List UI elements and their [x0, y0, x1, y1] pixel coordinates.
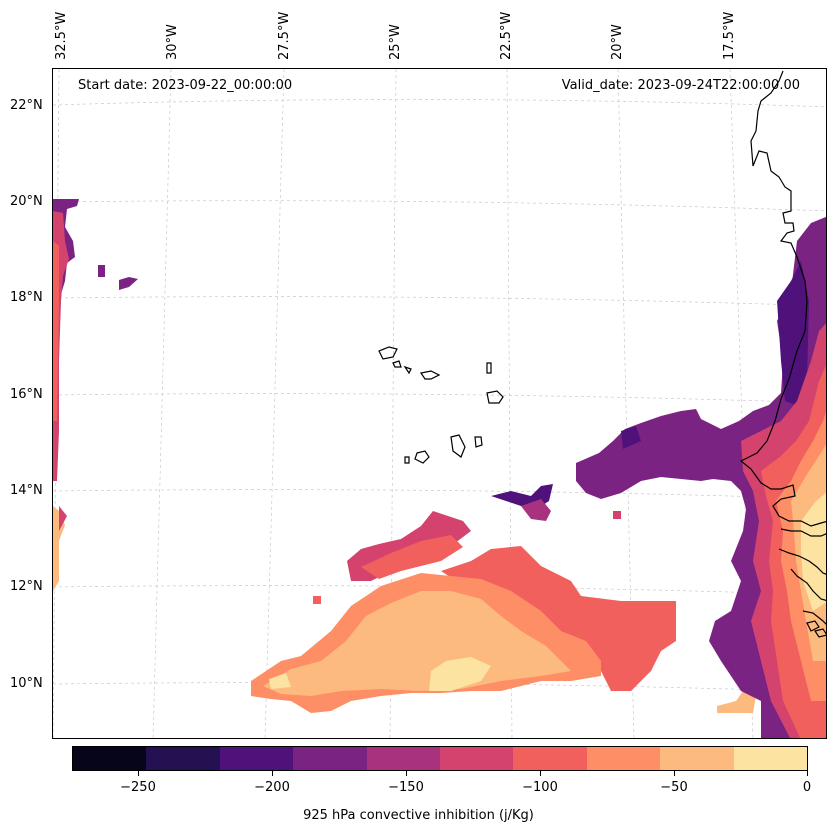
colorbar-title: 925 hPa convective inhibition (j/Kg) [303, 808, 534, 823]
colorbar-tick-mark-250 [138, 771, 139, 776]
colorbar-swatch-8 [660, 747, 734, 770]
lon-label-32-5w: 32.5°W [54, 11, 69, 60]
colorbar-tick-mark-50 [674, 771, 675, 776]
colorbar-tick-label-150: −150 [388, 780, 424, 795]
colorbar-tick-mark-200 [272, 771, 273, 776]
island-santa-luzia [403, 365, 412, 375]
colorbar-swatch-1 [146, 747, 220, 770]
cin-blob-red [313, 596, 321, 604]
meridian-30w [152, 69, 172, 738]
island-bijagos-2 [814, 628, 826, 638]
cin-plume-salmon [361, 535, 463, 579]
west-strip-contours [53, 199, 138, 591]
gambia-coast [780, 528, 826, 537]
cin-blob-east-small [717, 691, 756, 713]
colorbar-tick-label-50: −50 [660, 780, 688, 795]
coastlines [378, 70, 826, 638]
lon-label-25w: 25°W [388, 24, 403, 60]
island-sao-vicente [392, 360, 402, 368]
parallel-14n [53, 489, 826, 500]
lon-label-22-5w: 22.5°W [499, 11, 514, 60]
meridian-27-5w [264, 69, 285, 738]
lat-label-10n: 10°N [10, 676, 43, 691]
colorbar-swatch-4 [366, 747, 441, 770]
lat-label-16n: 16°N [10, 387, 43, 402]
island-santo-antao [378, 346, 398, 360]
colorbar-swatch-9 [733, 747, 808, 770]
parallel-22n [53, 99, 826, 108]
parallel-16n [53, 393, 826, 404]
colorbar-swatch-0 [73, 747, 147, 770]
map-panel [52, 68, 827, 739]
lat-label-14n: 14°N [10, 483, 43, 498]
african-coastline [739, 70, 826, 527]
parallel-10n [53, 682, 826, 693]
colorbar-swatch-2 [219, 747, 294, 770]
cin-blob-west-pink [59, 506, 67, 531]
cin-plume-light [263, 591, 571, 696]
cin-band-west-salmon [53, 241, 59, 421]
island-fogo [414, 450, 430, 464]
island-bijagos-1 [806, 620, 820, 632]
island-boa-vista [486, 390, 504, 404]
cin-plume-main-salmon [441, 546, 676, 691]
island-maio [474, 436, 483, 448]
map-canvas [53, 69, 826, 738]
colorbar [72, 746, 808, 771]
colorbar-swatch-6 [513, 747, 587, 770]
guinea-bissau-coast [778, 548, 826, 575]
colorbar-tick-label-0: 0 [802, 780, 812, 795]
colorbar-tick-mark-0 [807, 771, 808, 776]
island-brava [404, 456, 410, 464]
colorbar-swatch-5 [440, 747, 514, 770]
colorbar-tick-label-250: −250 [120, 780, 156, 795]
colorbar-tick-mark-150 [406, 771, 407, 776]
meridian-32-5w [53, 69, 60, 738]
cin-blob-mid [521, 499, 551, 521]
guinea-coast-2 [802, 610, 826, 625]
lon-label-27-5w: 27.5°W [277, 11, 292, 60]
island-sal [486, 362, 492, 374]
guinea-coast [790, 568, 826, 602]
island-sao-nicolau [420, 370, 441, 380]
colorbar-swatch-3 [293, 747, 367, 770]
parallel-12n [53, 585, 826, 596]
colorbar-tick-mark-100 [540, 771, 541, 776]
lat-label-20n: 20°N [10, 194, 43, 209]
lon-label-17-5w: 17.5°W [722, 11, 737, 60]
valid-date-label: Valid_date: 2023-09-24T22:00:00.00 [561, 78, 800, 93]
lon-label-20w: 20°W [610, 24, 625, 60]
colorbar-tick-label-100: −100 [522, 780, 558, 795]
cin-blob-pink-small [613, 511, 621, 519]
colorbar-tick-label-200: −200 [254, 780, 290, 795]
cin-plume-pale [269, 657, 491, 691]
cin-east-pale [801, 492, 826, 611]
cin-band-west-light [53, 506, 65, 591]
cin-blob-small-2 [119, 277, 138, 290]
lat-label-18n: 18°N [10, 290, 43, 305]
lon-label-30w: 30°W [165, 24, 180, 60]
parallel-18n [53, 296, 826, 307]
southern-plume-contours [251, 484, 756, 713]
cin-blob-small-1 [98, 265, 105, 277]
parallel-20n [53, 200, 826, 212]
lat-label-12n: 12°N [10, 579, 43, 594]
start-date-label: Start date: 2023-09-22_00:00:00 [78, 78, 293, 93]
eastern-band-contours [576, 216, 826, 738]
lat-label-22n: 22°N [10, 98, 43, 113]
island-santiago [450, 434, 466, 458]
colorbar-swatch-7 [586, 747, 661, 770]
